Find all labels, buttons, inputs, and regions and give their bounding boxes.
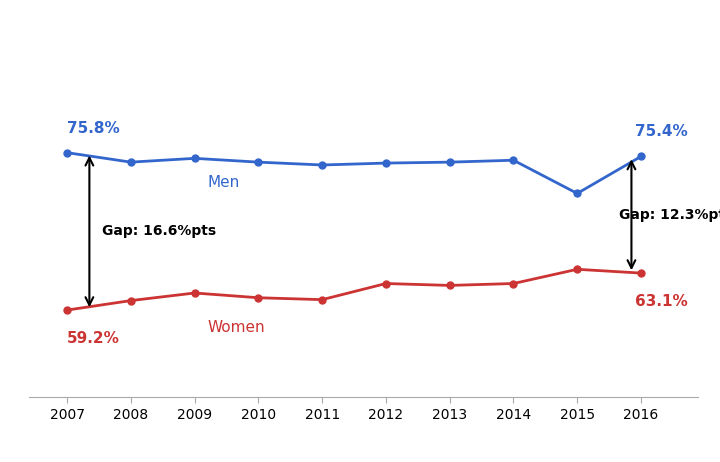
Text: Gap: 12.3%pts: Gap: 12.3%pts [618,208,720,222]
Text: 75.8%: 75.8% [67,121,120,135]
Text: Men: Men [207,176,240,190]
Text: Gap: 16.6%pts: Gap: 16.6%pts [102,225,216,238]
Text: 75.4%: 75.4% [634,124,688,140]
Text: 63.1%: 63.1% [634,294,688,309]
Text: Women: Women [207,320,265,334]
Text: 59.2%: 59.2% [67,331,120,346]
